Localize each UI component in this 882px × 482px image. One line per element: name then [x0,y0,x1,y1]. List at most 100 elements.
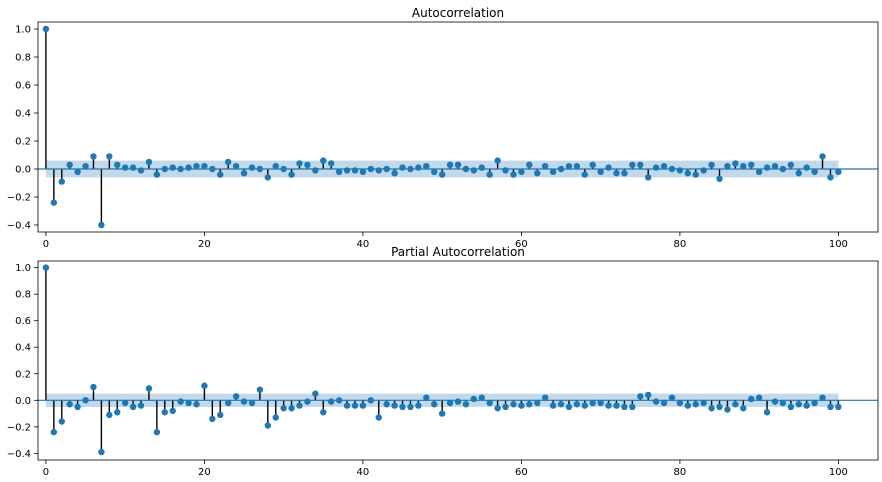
acf-y-tick-label: 0.0 [15,165,31,176]
acf-point [549,168,557,175]
pacf-point [684,402,692,409]
acf-point [82,163,89,170]
pacf-x-tick-label: 60 [515,467,528,478]
pacf-point [589,399,596,407]
pacf-point [787,403,795,411]
pacf-point [42,264,50,271]
pacf-point [232,393,240,400]
acf-point [106,153,113,160]
acf-point [256,165,264,173]
acf-point [335,168,343,175]
acf-point [526,161,533,168]
acf-point [629,161,636,168]
pacf-point [169,407,176,415]
pacf-point [660,399,668,407]
pacf-x-tick-label: 40 [357,467,370,478]
acf-point [129,164,137,171]
acf-point [375,167,382,174]
pacf-point [605,402,612,409]
acf-point [708,161,715,168]
pacf-point [613,402,620,409]
pacf-point [716,403,723,411]
pacf-point [423,394,430,401]
acf-title: Autocorrelation [412,6,504,20]
pacf-point [272,414,279,421]
pacf-point [137,402,145,409]
acf-point [510,171,517,178]
pacf-point [510,401,517,408]
pacf-point [391,402,398,409]
pacf-point [240,398,248,405]
acf-y-tick-label: 0.4 [15,109,31,120]
pacf-panel: 0 20 40 60 80 100 −0.4 −0.2 0.0 0.2 0.4 0.6 0.8 1.0 Pa… [7,245,879,478]
pacf-point [621,403,628,411]
pacf-y-tick-label: −0.2 [7,422,31,433]
acf-point [573,163,581,170]
pacf-point [359,402,367,409]
acf-point [541,163,549,170]
acf-point [565,163,573,170]
pacf-point [795,401,802,408]
acf-y-tick-label: −0.4 [7,221,31,232]
acf-point [114,161,121,168]
pacf-point [66,401,73,408]
acf-point [462,165,470,173]
pacf-point [153,428,161,436]
pacf-point [644,391,652,399]
acf-point [177,165,184,173]
acf-point [835,168,842,175]
pacf-point [771,398,779,405]
acf-point [280,165,287,173]
pacf-point [343,402,351,409]
pacf-point [58,418,65,425]
pacf-point [328,398,335,405]
acf-point [320,157,327,164]
pacf-point [201,382,208,389]
pacf-point [470,395,478,403]
acf-point [343,167,351,174]
acf-point [716,175,723,182]
pacf-point [748,395,755,403]
pacf-point [320,409,327,416]
pacf-point [526,401,533,408]
acf-point [153,171,161,178]
acf-point [534,170,541,177]
pacf-point [827,403,834,411]
pacf-y-tick-label: 0.4 [15,343,31,354]
pacf-point [811,399,818,407]
pacf-point [518,402,525,409]
acf-point [502,167,509,174]
acf-point [803,164,810,171]
acf-point [201,163,208,170]
acf-point [605,164,612,171]
acf-point [248,164,256,171]
pacf-point [629,403,636,411]
pacf-point [129,403,137,411]
acf-point [644,174,652,181]
pacf-point [549,402,557,409]
acf-point [589,161,596,168]
acf-point [779,165,787,173]
acf-point [185,164,192,171]
acf-point [423,163,430,170]
pacf-point [114,409,121,416]
pacf-y-tick-label: 0.8 [15,290,31,301]
pacf-point [90,383,97,391]
pacf-point [375,414,382,421]
acf-point [763,164,771,171]
acf-point [217,171,224,178]
pacf-point [597,399,604,407]
pacf-point [573,401,581,408]
acf-x-tick-label: 80 [674,239,687,250]
acf-y-tick-label: 1.0 [15,25,31,36]
pacf-point [835,403,842,411]
acf-y-tick-label: 0.8 [15,53,31,64]
acf-point [787,161,795,168]
pacf-point [541,394,549,401]
pacf-point [668,394,676,401]
pacf-point [740,405,747,412]
pacf-point [50,428,58,436]
acf-point [272,163,279,170]
pacf-point [494,405,501,412]
